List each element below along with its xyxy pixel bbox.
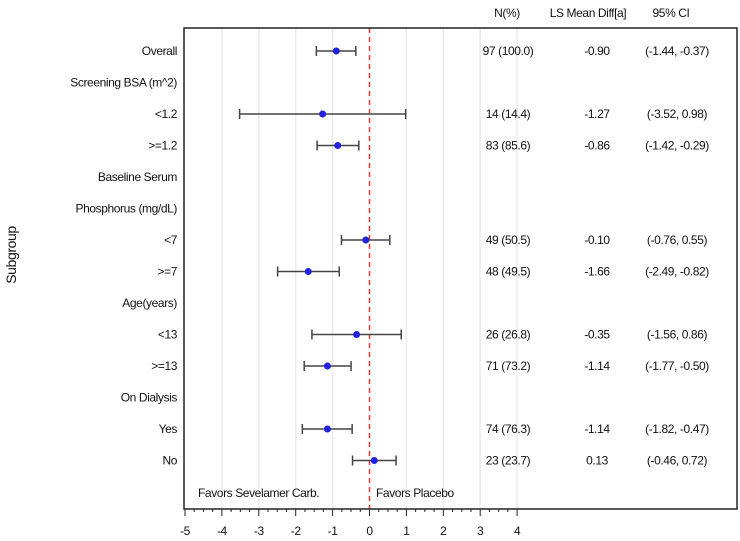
x-tick-label: -5 xyxy=(180,524,191,538)
row: Phosphorus (mg/dL) xyxy=(75,202,177,216)
x-tick-label: -3 xyxy=(254,524,265,538)
ls-mean-value: -0.86 xyxy=(584,139,610,153)
point-estimate xyxy=(370,457,378,464)
subgroup-header: On Dialysis xyxy=(121,391,178,405)
subgroup-label: >=1.2 xyxy=(148,139,177,153)
ci-value: (-1.77, -0.50) xyxy=(645,359,709,373)
ci-value: (-1.42, -0.29) xyxy=(645,139,709,153)
x-tick-label: 3 xyxy=(477,524,484,538)
point-estimate xyxy=(362,236,370,244)
n-pct-value: 83 (85.6) xyxy=(486,139,531,153)
x-tick-label: 2 xyxy=(440,524,447,538)
row: >=13 71 (73.2) -1.14 (-1.77, -0.50) xyxy=(151,359,709,373)
annotation-favors-placebo: Favors Placebo xyxy=(376,486,454,500)
ci-value: (-1.44, -0.37) xyxy=(645,44,709,58)
header-95-ci: 95% CI xyxy=(653,6,690,20)
x-tick-label: 1 xyxy=(403,524,410,538)
x-tick-label: -4 xyxy=(217,524,228,538)
x-axis: -5 -4 -3 -2 -1 0 1 2 3 4 xyxy=(180,509,521,538)
row: <7 49 (50.5) -0.10 (-0.76, 0.55) xyxy=(164,233,708,247)
subgroup-label: >=13 xyxy=(151,359,177,373)
ci-value: (-0.46, 0.72) xyxy=(647,454,708,468)
row: <1.2 14 (14.4) -1.27 (-3.52, 0.98) xyxy=(155,107,708,121)
x-tick-label: -1 xyxy=(328,524,339,538)
ci-value: (-3.52, 0.98) xyxy=(647,107,708,121)
n-pct-value: 23 (23.7) xyxy=(486,454,531,468)
row: On Dialysis xyxy=(121,391,178,405)
ls-mean-value: -0.10 xyxy=(584,233,610,247)
subgroup-label: <13 xyxy=(158,328,178,342)
column-headers: N(%) LS Mean Diff[a] 95% CI xyxy=(494,6,690,20)
subgroup-label: >=7 xyxy=(158,265,178,279)
ls-mean-value: 0.13 xyxy=(586,454,608,468)
ls-mean-value: -0.35 xyxy=(584,328,610,342)
row: >=7 48 (49.5) -1.66 (-2.49, -0.82) xyxy=(158,265,710,279)
x-tick-label: -2 xyxy=(291,524,302,538)
row: Screening BSA (m^2) xyxy=(70,76,178,90)
row: No 23 (23.7) 0.13 (-0.46, 0.72) xyxy=(162,454,707,468)
subgroup-label: <1.2 xyxy=(155,107,178,121)
subgroup-header: Baseline Serum xyxy=(98,170,178,184)
n-pct-value: 49 (50.5) xyxy=(486,233,531,247)
row: Age(years) xyxy=(122,296,177,310)
ls-mean-value: -1.27 xyxy=(584,107,610,121)
row: Overall 97 (100.0) -0.90 (-1.44, -0.37) xyxy=(142,44,710,58)
ci-value: (-1.82, -0.47) xyxy=(645,422,709,436)
header-ls-mean-diff: LS Mean Diff[a] xyxy=(550,6,627,20)
n-pct-value: 14 (14.4) xyxy=(486,107,531,121)
n-pct-value: 71 (73.2) xyxy=(486,359,531,373)
n-pct-value: 48 (49.5) xyxy=(486,265,531,279)
point-estimate xyxy=(353,331,361,338)
ls-mean-value: -0.90 xyxy=(584,44,610,58)
point-estimate xyxy=(319,110,327,118)
point-estimate xyxy=(323,362,331,370)
n-pct-value: 74 (76.3) xyxy=(486,422,531,436)
ls-mean-value: -1.14 xyxy=(584,422,610,436)
ci-value: (-0.76, 0.55) xyxy=(647,233,708,247)
rows: Overall 97 (100.0) -0.90 (-1.44, -0.37) Scre… xyxy=(70,44,709,468)
row: Yes 74 (76.3) -1.14 (-1.82, -0.47) xyxy=(159,422,710,436)
point-estimate xyxy=(323,425,331,433)
ci-value: (-2.49, -0.82) xyxy=(645,265,709,279)
subgroup-header: Screening BSA (m^2) xyxy=(70,76,177,90)
subgroup-label: Yes xyxy=(159,422,178,436)
gridlines xyxy=(221,28,518,509)
row: Baseline Serum xyxy=(98,170,178,184)
n-pct-value: 97 (100.0) xyxy=(483,44,534,58)
row: >=1.2 83 (85.6) -0.86 (-1.42, -0.29) xyxy=(148,139,709,153)
subgroup-label: No xyxy=(162,454,177,468)
ci-value: (-1.56, 0.86) xyxy=(647,328,708,342)
header-n-pct: N(%) xyxy=(494,6,520,20)
ls-mean-value: -1.66 xyxy=(584,265,610,279)
subgroup-label: <7 xyxy=(164,233,178,247)
y-axis-label: Subgroup xyxy=(3,226,19,284)
point-estimate xyxy=(334,142,342,149)
ls-mean-value: -1.14 xyxy=(584,359,610,373)
point-estimate xyxy=(332,47,340,55)
point-estimate xyxy=(304,268,312,275)
subgroup-label: Overall xyxy=(142,44,177,58)
row: <13 26 (26.8) -0.35 (-1.56, 0.86) xyxy=(158,328,708,342)
subgroup-header: Phosphorus (mg/dL) xyxy=(75,202,177,216)
n-pct-value: 26 (26.8) xyxy=(486,328,531,342)
subgroup-header: Age(years) xyxy=(122,296,177,310)
annotation-favors-sevelamer: Favors Sevelamer Carb. xyxy=(198,486,319,500)
plot-frame xyxy=(183,27,738,510)
x-tick-label: 4 xyxy=(514,524,521,538)
x-tick-label: 0 xyxy=(366,524,373,538)
